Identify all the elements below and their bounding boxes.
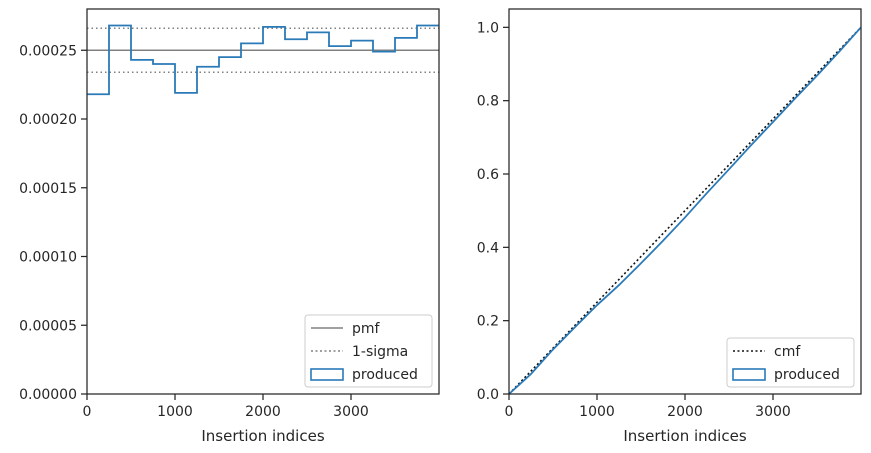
right-chart: 0 1000 2000 3000 0.0 0.2 0.4 0.6 0.8 1.0 Insertion… (477, 8, 862, 445)
y-tick-label: 0.0 (477, 387, 499, 403)
y-tick-label: 0.00025 (19, 43, 77, 59)
y-tick-label: 0.2 (477, 314, 499, 330)
y-tick-label: 0.00010 (19, 250, 77, 266)
legend-swatch (732, 368, 766, 381)
series-produced (87, 24, 439, 96)
x-tick-label: 3000 (755, 404, 791, 420)
x-tick-label: 2000 (667, 404, 703, 420)
legend-box (726, 337, 855, 388)
y-tick-label: 0.4 (477, 240, 499, 256)
legend-label: pmf (352, 321, 381, 337)
left-chart: 0 1000 2000 3000 0.00000 0.00005 0.00010 0.0001… (19, 8, 440, 445)
legend-swatch (310, 368, 344, 381)
y-tick-label: 1.0 (477, 20, 499, 36)
series-cmf (508, 26, 862, 395)
legend-label: cmf (774, 344, 801, 360)
plot-area (509, 9, 861, 394)
x-tick-label: 0 (505, 404, 514, 420)
series-produced (508, 26, 862, 395)
y-tick-label: 0.00000 (19, 387, 77, 403)
legend-label: produced (352, 367, 418, 383)
y-tick-label: 0.8 (477, 94, 499, 110)
x-tick-label: 1000 (579, 404, 615, 420)
x-axis-label: Insertion indices (201, 427, 324, 445)
y-tick-label: 0.00015 (19, 181, 77, 197)
x-tick-label: 2000 (245, 404, 281, 420)
x-tick-label: 3000 (333, 404, 369, 420)
y-tick-label: 0.00005 (19, 318, 77, 334)
x-axis-label: Insertion indices (623, 427, 746, 445)
y-tick-label: 0.00020 (19, 112, 77, 128)
y-tick-label: 0.6 (477, 167, 499, 183)
x-tick-label: 0 (83, 404, 92, 420)
x-tick-label: 1000 (157, 404, 193, 420)
legend-label: produced (774, 367, 840, 383)
legend-label: 1-sigma (352, 344, 408, 360)
